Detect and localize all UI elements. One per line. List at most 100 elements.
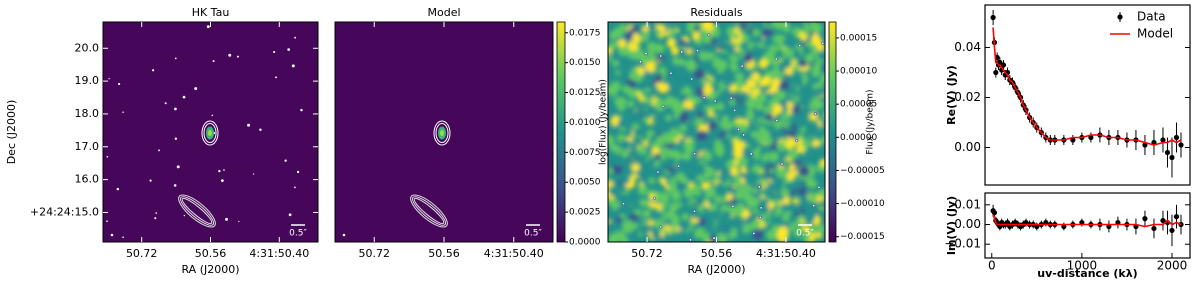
noise-blob — [782, 24, 791, 33]
noise-dot — [752, 231, 756, 235]
noise-blob — [611, 163, 623, 175]
x-tick-label: 50.72 — [358, 247, 390, 260]
noise-blob — [670, 227, 677, 234]
noise-blob — [708, 92, 717, 101]
noise-blob — [803, 28, 811, 36]
noise-blob — [682, 151, 692, 161]
noise-blob — [631, 229, 640, 239]
noise-blob — [715, 221, 725, 232]
noise-blob — [716, 232, 727, 242]
noise-dot — [176, 165, 180, 169]
noise-blob — [696, 175, 704, 183]
noise-blob — [639, 198, 649, 208]
noise-blob — [655, 29, 662, 37]
noise-blob — [608, 67, 617, 76]
noise-blob — [773, 199, 780, 206]
noise-blob — [817, 50, 825, 61]
noise-blob — [734, 179, 742, 187]
data-point — [993, 69, 999, 76]
disk-contour — [411, 196, 447, 226]
noise-blob — [732, 141, 744, 153]
noise-blob — [743, 184, 752, 193]
noise-blob — [685, 144, 695, 153]
noise-blob — [734, 72, 741, 79]
noise-blob — [669, 202, 679, 212]
noise-dot — [236, 55, 239, 58]
noise-blob — [661, 132, 671, 142]
y-tick-label: 0.02 — [954, 90, 981, 104]
noise-blob — [780, 133, 786, 140]
noise-dot — [183, 214, 186, 217]
noise-blob — [612, 49, 619, 56]
scale-bar-label: 0.5″ — [289, 229, 307, 239]
noise-dot — [644, 52, 648, 56]
noise-blob — [775, 133, 782, 140]
noise-blob — [691, 31, 701, 40]
noise-blob — [608, 204, 613, 213]
noise-blob — [785, 182, 795, 192]
noise-blob — [737, 99, 744, 105]
noise-dot — [622, 202, 626, 206]
data-point — [1173, 134, 1180, 141]
noise-blob — [690, 201, 696, 207]
noise-dot — [653, 196, 657, 200]
colorbar-tick-label: 0.0175 — [569, 28, 601, 38]
edge-dot — [110, 233, 114, 237]
noise-blob — [800, 106, 811, 117]
noise-blob — [728, 126, 740, 138]
noise-blob — [772, 183, 783, 194]
noise-blob — [679, 39, 687, 46]
noise-blob — [611, 125, 620, 134]
noise-dot — [118, 82, 121, 86]
noise-dot — [158, 149, 160, 152]
noise-blob — [736, 78, 745, 87]
x-tick-label: 50.56 — [428, 247, 460, 260]
colorbar-tick-label: 0.00010 — [840, 67, 877, 77]
noise-blob — [746, 153, 755, 162]
noise-blob — [754, 24, 761, 30]
noise-dot — [693, 152, 697, 156]
noise-blob — [693, 121, 699, 127]
noise-blob — [627, 100, 635, 108]
noise-blob — [636, 106, 646, 116]
noise-blob — [631, 25, 639, 33]
data-point — [1070, 137, 1076, 143]
data-point — [1088, 134, 1094, 141]
noise-dot — [238, 220, 240, 223]
noise-blob — [686, 171, 697, 182]
noise-blob — [722, 42, 733, 52]
disk-contour — [181, 197, 213, 225]
x-axis-label: RA (J2000) — [181, 263, 239, 276]
noise-dot — [669, 71, 673, 75]
noise-dot — [812, 204, 816, 208]
panel-title: Model — [427, 6, 460, 19]
noise-blob — [624, 32, 634, 41]
noise-blob — [672, 101, 683, 113]
noise-blob — [615, 216, 623, 224]
noise-blob — [692, 213, 699, 220]
noise-blob — [737, 122, 748, 133]
noise-dot — [729, 96, 733, 100]
residual-noise — [608, 22, 825, 242]
noise-blob — [608, 47, 612, 55]
noise-dot — [656, 170, 660, 174]
noise-blob — [690, 90, 698, 97]
noise-blob — [632, 136, 642, 146]
noise-blob — [797, 187, 807, 196]
noise-blob — [655, 82, 661, 88]
noise-blob — [812, 139, 821, 148]
noise-blob — [646, 98, 654, 105]
noise-dot — [659, 225, 663, 229]
noise-blob — [679, 124, 687, 133]
noise-blob — [678, 138, 685, 145]
x-tick-label: 50.56 — [701, 247, 733, 260]
noise-blob — [739, 91, 748, 99]
noise-blob — [630, 151, 639, 159]
noise-dot — [194, 87, 198, 90]
noise-blob — [642, 209, 651, 218]
noise-blob — [683, 85, 690, 92]
colorbar-tick-label: −0.00005 — [840, 166, 885, 176]
noise-dot — [225, 217, 228, 221]
contour — [201, 120, 219, 146]
noise-blob — [811, 68, 821, 78]
